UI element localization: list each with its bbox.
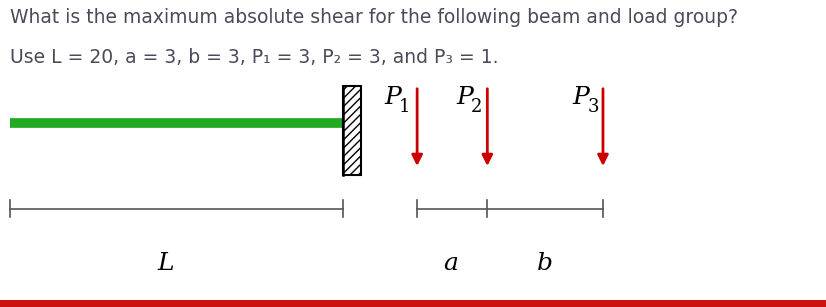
Bar: [343, 86, 361, 175]
Text: What is the maximum absolute shear for the following beam and load group?: What is the maximum absolute shear for t…: [10, 8, 738, 27]
Text: b: b: [537, 252, 553, 275]
Text: 2: 2: [471, 98, 482, 116]
Text: P: P: [384, 86, 401, 109]
Text: a: a: [443, 252, 458, 275]
Text: L: L: [157, 252, 173, 275]
Text: Use L = 20, a = 3, b = 3, P₁ = 3, P₂ = 3, and P₃ = 1.: Use L = 20, a = 3, b = 3, P₁ = 3, P₂ = 3…: [10, 48, 498, 67]
Text: P: P: [572, 86, 589, 109]
Text: P: P: [456, 86, 472, 109]
Bar: [0, 300, 826, 307]
Text: 3: 3: [587, 98, 599, 116]
Text: 1: 1: [399, 98, 411, 116]
